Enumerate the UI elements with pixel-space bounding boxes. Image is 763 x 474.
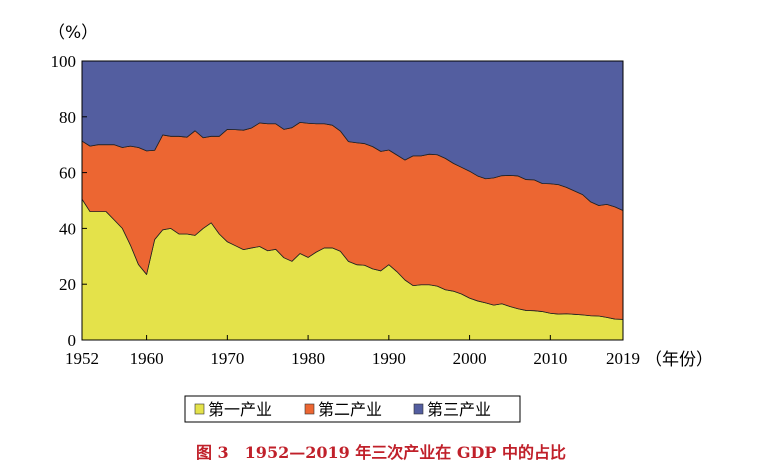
y-axis: 0 20 40 60 80 100 bbox=[51, 52, 87, 350]
chart-areas bbox=[81, 60, 624, 341]
y-tick-label: 0 bbox=[68, 331, 77, 350]
legend-swatch-tertiary bbox=[413, 403, 424, 415]
plot-frame bbox=[81, 60, 624, 341]
x-tick-label: 2019 bbox=[606, 349, 640, 368]
y-tick-label: 40 bbox=[59, 219, 76, 238]
x-axis: 1952 1960 1970 1980 1990 2000 2010 2019 bbox=[65, 335, 640, 368]
legend-label-secondary: 第二产业 bbox=[318, 400, 382, 419]
x-tick-label: 1970 bbox=[210, 349, 244, 368]
x-tick-label: 1990 bbox=[372, 349, 406, 368]
legend-swatch-primary bbox=[194, 403, 205, 415]
x-axis-unit: （年份） bbox=[645, 350, 713, 370]
y-tick-label: 100 bbox=[51, 52, 77, 71]
legend-swatch-secondary bbox=[304, 403, 315, 415]
y-axis-unit: （%） bbox=[48, 23, 98, 43]
y-tick-label: 80 bbox=[59, 108, 76, 127]
y-tick-label: 60 bbox=[59, 164, 76, 183]
x-tick-label: 1952 bbox=[65, 349, 99, 368]
x-tick-label: 2010 bbox=[533, 349, 567, 368]
x-tick-label: 1980 bbox=[291, 349, 325, 368]
legend-box bbox=[184, 395, 521, 423]
x-tick-label: 2000 bbox=[453, 349, 487, 368]
y-tick-label: 20 bbox=[59, 275, 76, 294]
x-tick-label: 1960 bbox=[130, 349, 164, 368]
figure-caption: 图 3 1952—2019 年三次产业在 GDP 中的占比 bbox=[196, 443, 566, 462]
legend: 第一产业 第二产业 第三产业 bbox=[184, 395, 521, 423]
legend-label-primary: 第一产业 bbox=[208, 400, 272, 419]
legend-label-tertiary: 第三产业 bbox=[427, 400, 491, 419]
